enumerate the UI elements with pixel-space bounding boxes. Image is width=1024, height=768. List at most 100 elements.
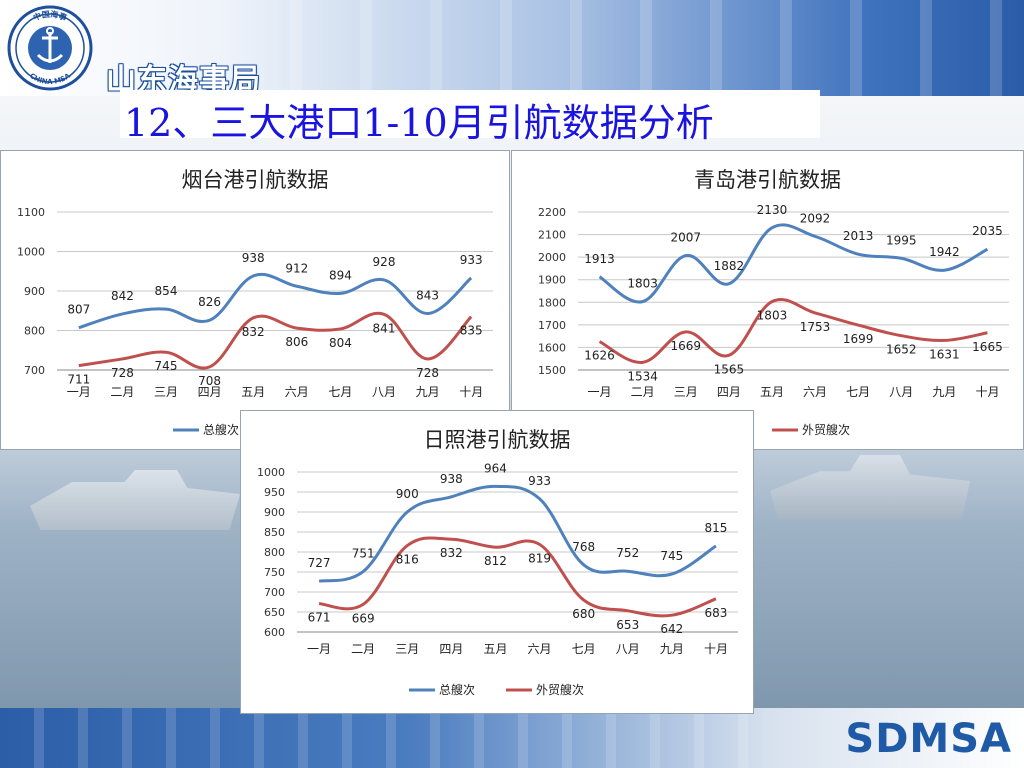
x-tick-label: 二月 bbox=[631, 385, 655, 399]
title-backdrop bbox=[120, 90, 820, 138]
data-label: 819 bbox=[528, 551, 551, 565]
legend-label: 外贸艘次 bbox=[802, 422, 850, 437]
data-label: 768 bbox=[572, 540, 595, 554]
data-label: 841 bbox=[373, 321, 396, 335]
data-label: 728 bbox=[416, 366, 439, 380]
data-label: 1995 bbox=[886, 233, 917, 247]
data-label: 806 bbox=[285, 335, 308, 349]
data-label: 745 bbox=[155, 359, 178, 373]
data-label: 669 bbox=[352, 611, 375, 625]
y-tick-label: 650 bbox=[264, 606, 285, 619]
data-label: 2007 bbox=[670, 231, 701, 245]
data-label: 854 bbox=[155, 284, 178, 298]
data-label: 1803 bbox=[757, 309, 788, 323]
data-label: 727 bbox=[308, 556, 331, 570]
series-line-total bbox=[598, 223, 989, 304]
x-tick-label: 六月 bbox=[803, 385, 827, 399]
y-tick-label: 800 bbox=[264, 546, 285, 559]
x-tick-label: 七月 bbox=[846, 385, 870, 399]
y-tick-label: 1000 bbox=[17, 246, 45, 259]
data-label: 812 bbox=[484, 554, 507, 568]
x-tick-label: 十月 bbox=[975, 385, 999, 399]
data-label: 711 bbox=[67, 373, 90, 387]
x-tick-label: 十月 bbox=[459, 385, 483, 399]
y-tick-label: 1800 bbox=[538, 296, 566, 309]
x-tick-label: 八月 bbox=[372, 385, 396, 399]
x-tick-label: 四月 bbox=[198, 385, 222, 399]
data-label: 745 bbox=[660, 549, 683, 563]
x-tick-label: 二月 bbox=[351, 642, 375, 656]
data-label: 928 bbox=[373, 255, 396, 269]
x-tick-label: 九月 bbox=[660, 642, 684, 656]
x-tick-label: 六月 bbox=[285, 385, 309, 399]
data-label: 900 bbox=[396, 487, 419, 501]
chart-rizhao: 日照港引航数据 600 650 700 750 800 850 900 950 1000 一月 二月 三… bbox=[257, 428, 738, 697]
series-line-foreign bbox=[598, 298, 988, 364]
y-tick-label: 2200 bbox=[538, 206, 566, 219]
x-tick-label: 三月 bbox=[154, 385, 178, 399]
chart-panel-qingdao: 青岛港引航数据 1500 1600 1700 1800 1900 2000 2100 2200 一… bbox=[511, 150, 1024, 450]
x-tick-label: 五月 bbox=[483, 642, 507, 656]
data-label: 964 bbox=[484, 461, 507, 475]
data-label: 815 bbox=[704, 521, 727, 535]
data-label: 1669 bbox=[670, 339, 701, 353]
data-label: 894 bbox=[329, 268, 352, 282]
data-label: 938 bbox=[242, 251, 265, 265]
data-label: 1626 bbox=[584, 349, 615, 363]
chart-title: 日照港引航数据 bbox=[424, 428, 571, 452]
x-tick-label: 九月 bbox=[932, 385, 956, 399]
x-tick-label: 八月 bbox=[616, 642, 640, 656]
footer-stripes bbox=[0, 708, 760, 768]
data-label: 826 bbox=[198, 295, 221, 309]
y-tick-label: 700 bbox=[24, 364, 45, 377]
header-stripes bbox=[260, 0, 1024, 96]
y-tick-label: 1700 bbox=[538, 319, 566, 332]
footer-banner bbox=[0, 708, 1024, 768]
data-label: 671 bbox=[308, 611, 331, 625]
data-label: 728 bbox=[111, 366, 134, 380]
y-tick-label: 1900 bbox=[538, 274, 566, 287]
series-line-foreign bbox=[318, 536, 717, 618]
page-title: 12、三大港口1-10月引航数据分析 bbox=[124, 101, 714, 145]
y-tick-label: 1000 bbox=[257, 466, 285, 479]
data-label: 1665 bbox=[972, 340, 1003, 354]
x-tick-label: 三月 bbox=[674, 385, 698, 399]
x-tick-label: 十月 bbox=[704, 642, 728, 656]
data-label: 1652 bbox=[886, 343, 917, 357]
x-tick-label: 一月 bbox=[588, 385, 612, 399]
y-tick-label: 700 bbox=[264, 586, 285, 599]
data-label: 1882 bbox=[714, 259, 745, 273]
data-label: 807 bbox=[67, 303, 90, 317]
y-tick-label: 900 bbox=[264, 506, 285, 519]
data-label: 2035 bbox=[972, 224, 1003, 238]
y-tick-label: 750 bbox=[264, 566, 285, 579]
data-label: 1942 bbox=[929, 245, 960, 259]
data-label: 2013 bbox=[843, 229, 874, 243]
y-tick-label: 900 bbox=[24, 285, 45, 298]
data-label: 1803 bbox=[627, 277, 658, 291]
x-tick-label: 七月 bbox=[328, 385, 352, 399]
y-tick-label: 2000 bbox=[538, 251, 566, 264]
data-label: 2092 bbox=[800, 211, 831, 225]
data-label: 832 bbox=[440, 546, 463, 560]
data-label: 751 bbox=[352, 547, 375, 561]
y-tick-label: 1500 bbox=[538, 364, 566, 377]
y-tick-label: 600 bbox=[264, 626, 285, 639]
x-tick-label: 二月 bbox=[110, 385, 134, 399]
data-label: 835 bbox=[460, 324, 483, 338]
x-tick-label: 四月 bbox=[439, 642, 463, 656]
y-tick-label: 1100 bbox=[17, 206, 45, 219]
data-label: 816 bbox=[396, 553, 419, 567]
msa-emblem-icon: 中国海事 CHINA MSA bbox=[7, 5, 93, 91]
x-tick-label: 五月 bbox=[760, 385, 784, 399]
data-label: 642 bbox=[660, 622, 683, 636]
x-tick-label: 一月 bbox=[67, 385, 91, 399]
data-label: 938 bbox=[440, 472, 463, 486]
chart-yantai: 烟台港引航数据 700 800 900 1000 1100 一月 二月 三月 四月 五月 六月 七月 八月… bbox=[17, 168, 493, 437]
series-line-foreign bbox=[78, 311, 473, 370]
data-label: 1699 bbox=[843, 332, 874, 346]
data-label: 912 bbox=[285, 261, 308, 275]
series-line-total bbox=[318, 484, 717, 583]
legend-label: 总艘次 bbox=[439, 682, 475, 697]
y-tick-label: 800 bbox=[24, 325, 45, 338]
